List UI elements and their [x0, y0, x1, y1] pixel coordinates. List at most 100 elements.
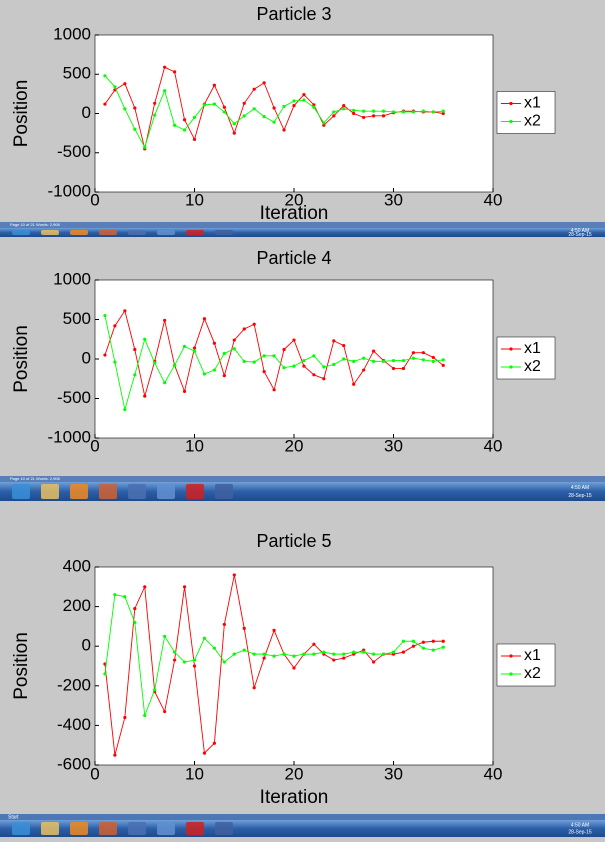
- data-point: [392, 651, 395, 654]
- data-point: [193, 658, 196, 661]
- data-point: [352, 360, 355, 363]
- taskbar-icon: [12, 230, 30, 235]
- data-point: [213, 102, 216, 105]
- legend-label: x2: [524, 358, 541, 375]
- taskbar-icon: [186, 230, 204, 235]
- data-point: [273, 106, 276, 109]
- x-axis-label: Iteration: [260, 787, 329, 808]
- x-tick-label: 10: [185, 190, 204, 209]
- status-bar: [0, 222, 605, 228]
- data-point: [352, 383, 355, 386]
- data-point: [432, 640, 435, 643]
- data-point: [213, 647, 216, 650]
- data-point: [342, 344, 345, 347]
- data-point: [233, 347, 236, 350]
- data-point: [382, 110, 385, 113]
- legend-label: x2: [524, 665, 541, 682]
- data-point: [342, 653, 345, 656]
- data-point: [193, 138, 196, 141]
- data-point: [352, 651, 355, 654]
- data-point: [402, 110, 405, 113]
- y-tick-label: 500: [63, 309, 91, 328]
- taskbar-icon: [12, 484, 30, 499]
- data-point: [342, 104, 345, 107]
- data-point: [143, 146, 146, 149]
- data-point: [203, 752, 206, 755]
- data-point: [123, 408, 126, 411]
- data-point: [193, 350, 196, 353]
- data-point: [183, 128, 186, 131]
- data-point: [223, 106, 226, 109]
- data-point: [442, 110, 445, 113]
- data-point: [133, 106, 136, 109]
- taskbar-icon: [99, 230, 117, 235]
- y-tick-label: -400: [57, 715, 91, 734]
- y-axis-label: Position: [11, 325, 32, 393]
- data-point: [243, 627, 246, 630]
- plot-area: [95, 567, 493, 765]
- data-point: [412, 357, 415, 360]
- data-point: [153, 102, 156, 105]
- data-point: [133, 348, 136, 351]
- data-point: [402, 640, 405, 643]
- start-strip: [0, 814, 605, 820]
- data-point: [113, 754, 116, 757]
- data-point: [392, 359, 395, 362]
- status-text: Page 10 of 21 Words: 2,908: [10, 476, 61, 481]
- x-tick-label: 0: [90, 190, 99, 209]
- data-point: [382, 114, 385, 117]
- taskbar-icon: [128, 230, 146, 235]
- data-point: [302, 93, 305, 96]
- data-point: [173, 364, 176, 367]
- data-point: [292, 99, 295, 102]
- data-point: [342, 107, 345, 110]
- data-point: [193, 346, 196, 349]
- y-tick-label: 0: [82, 636, 91, 655]
- data-point: [282, 366, 285, 369]
- data-point: [273, 388, 276, 391]
- y-tick-label: 1000: [53, 24, 91, 43]
- data-point: [133, 128, 136, 131]
- taskbar-icon: [99, 822, 117, 835]
- x-tick-label: 20: [285, 436, 304, 455]
- taskbar-bg: [0, 482, 605, 501]
- data-point: [233, 573, 236, 576]
- data-point: [392, 367, 395, 370]
- data-point: [223, 374, 226, 377]
- data-point: [163, 635, 166, 638]
- data-point: [282, 348, 285, 351]
- data-point: [292, 338, 295, 341]
- legend-marker: [509, 365, 512, 368]
- data-point: [342, 656, 345, 659]
- data-point: [422, 641, 425, 644]
- data-point: [392, 110, 395, 113]
- data-point: [183, 585, 186, 588]
- y-tick-label: -600: [57, 754, 91, 773]
- y-axis-label: Position: [11, 80, 32, 148]
- data-point: [183, 118, 186, 121]
- data-point: [432, 649, 435, 652]
- taskbar-icon: [157, 484, 175, 499]
- data-point: [263, 81, 266, 84]
- x-tick-label: 40: [484, 436, 503, 455]
- data-point: [233, 122, 236, 125]
- data-point: [193, 116, 196, 119]
- page: {"chart_data": [ {"type": "line", "title…: [0, 0, 605, 837]
- x-tick-label: 30: [384, 436, 403, 455]
- legend-label: x1: [524, 647, 541, 664]
- taskbar-icon: [70, 230, 88, 235]
- data-point: [143, 338, 146, 341]
- data-point: [163, 319, 166, 322]
- data-point: [312, 354, 315, 357]
- data-point: [302, 359, 305, 362]
- data-point: [143, 395, 146, 398]
- data-point: [133, 607, 136, 610]
- x-tick-label: 40: [484, 764, 503, 783]
- taskbar-icon: [186, 484, 204, 499]
- data-point: [163, 89, 166, 92]
- data-point: [243, 102, 246, 105]
- y-tick-label: -1000: [48, 427, 91, 446]
- legend-label: x1: [524, 340, 541, 357]
- x-tick-label: 20: [285, 764, 304, 783]
